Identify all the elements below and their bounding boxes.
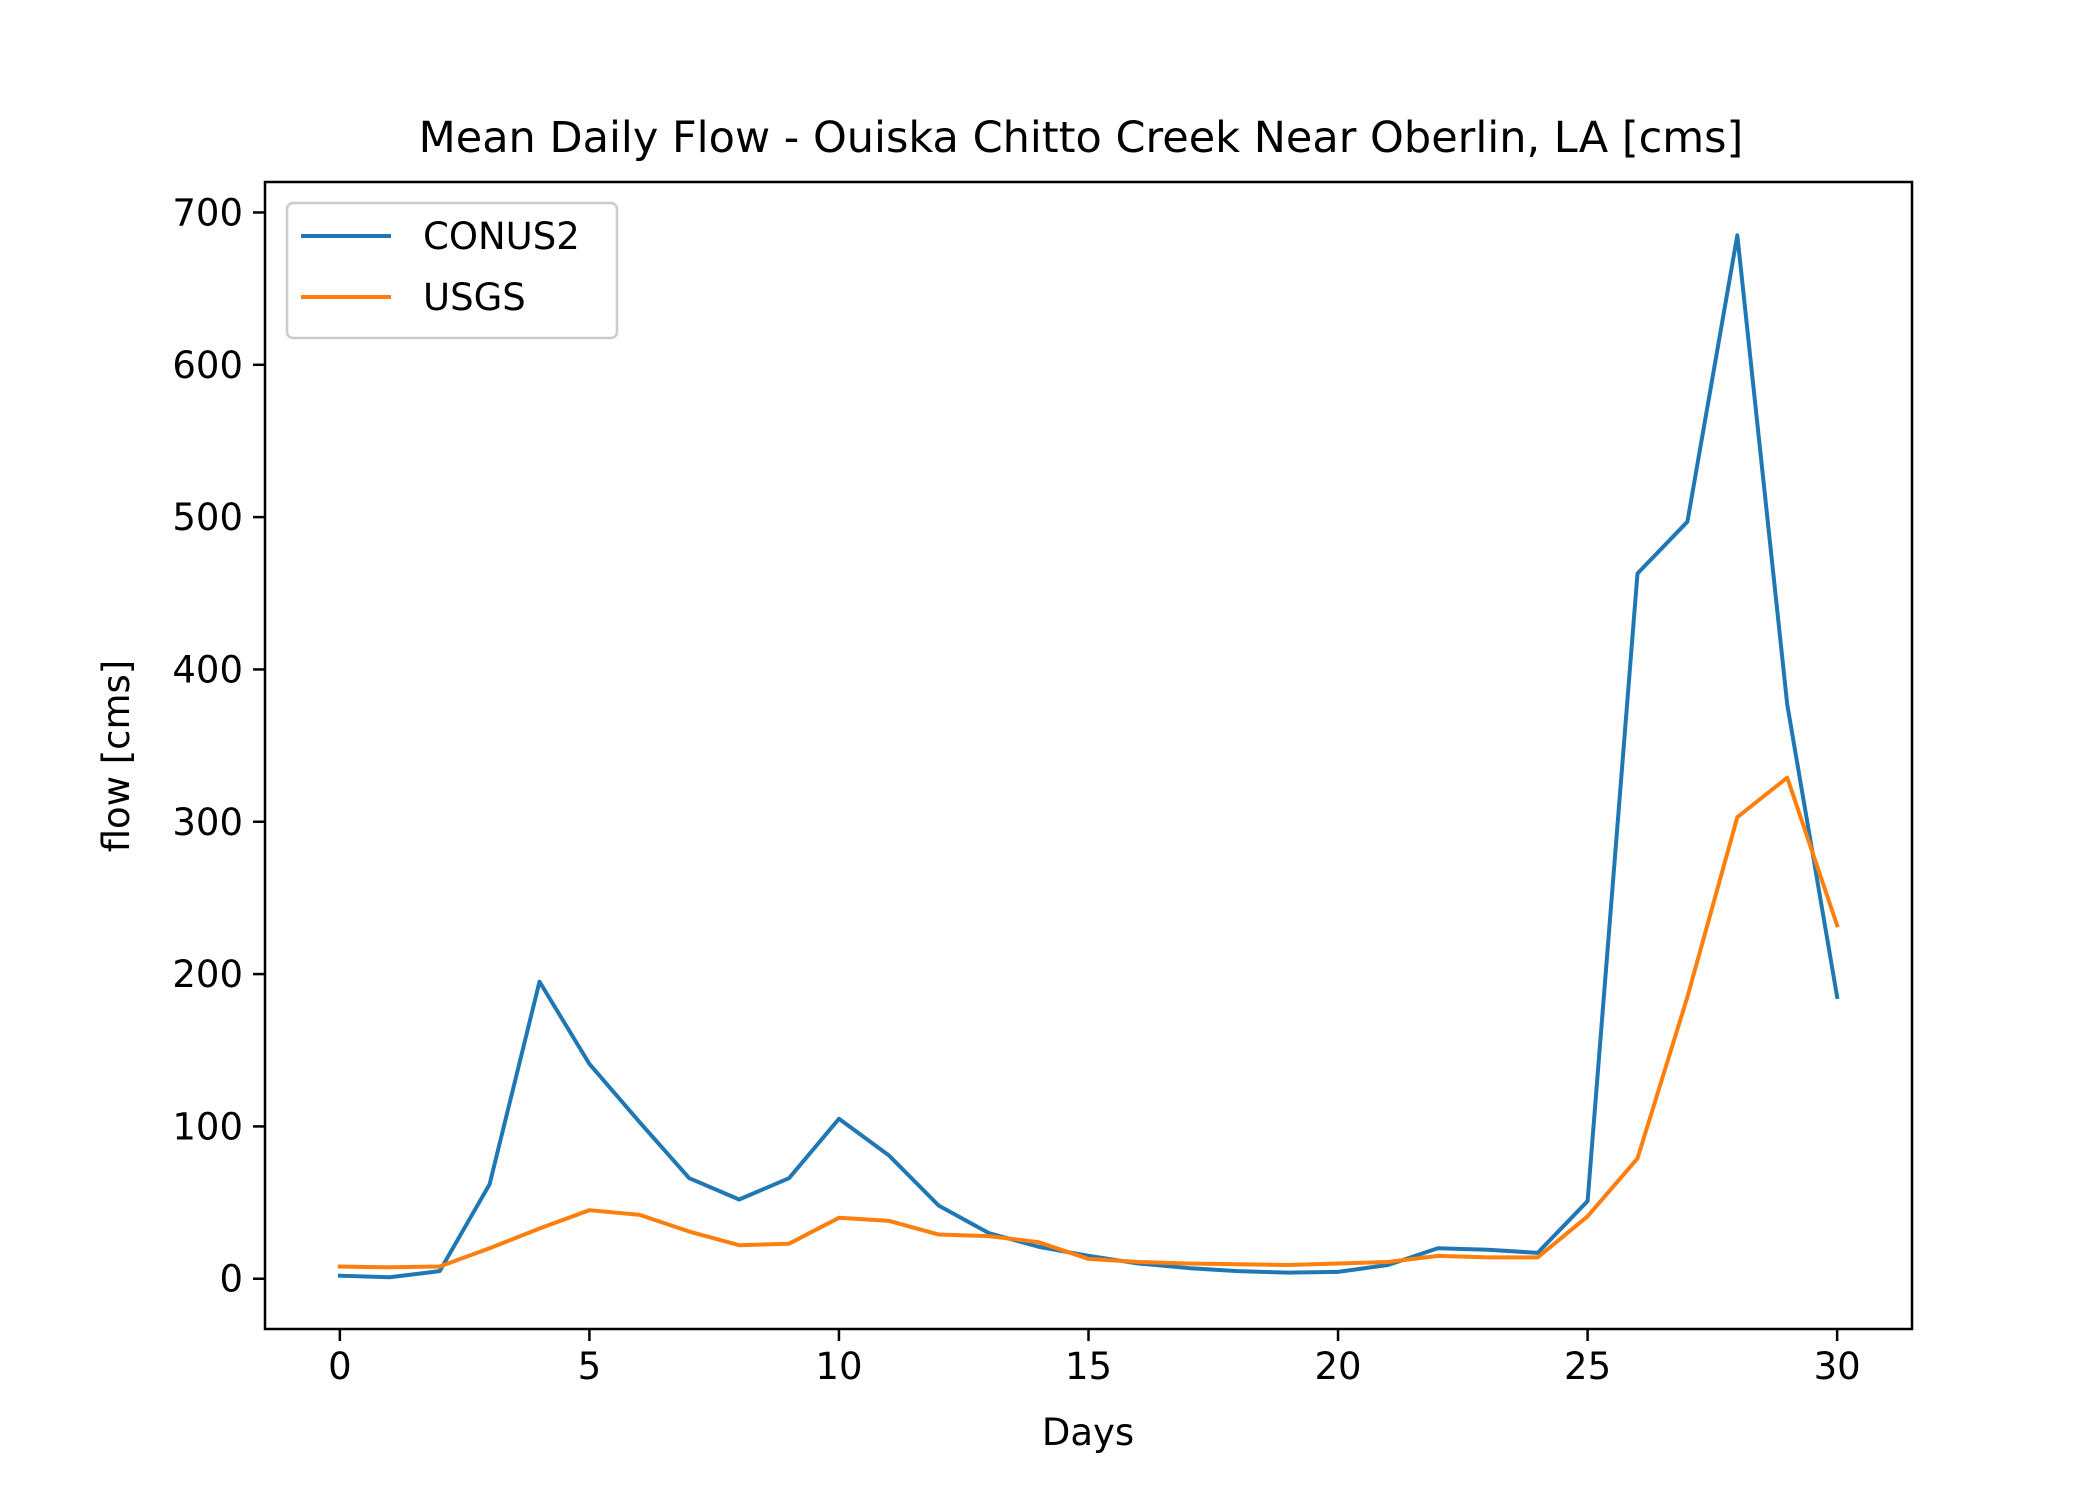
y-tick-label: 100	[172, 1105, 243, 1148]
legend-label-conus2: CONUS2	[423, 215, 580, 258]
x-tick-label: 30	[1814, 1345, 1861, 1388]
x-tick-label: 0	[328, 1345, 352, 1388]
series-line-conus2	[337, 233, 1840, 1280]
y-tick-label: 400	[172, 648, 243, 691]
y-tick-label: 600	[172, 344, 243, 387]
legend: CONUS2 USGS	[285, 201, 619, 340]
y-tick-label: 300	[172, 801, 243, 844]
y-tick-label: 500	[172, 496, 243, 539]
x-tick-label: 25	[1564, 1345, 1611, 1388]
x-tick-label: 10	[815, 1345, 862, 1388]
x-tick-label: 5	[578, 1345, 602, 1388]
y-axis-label: flow [cms]	[95, 660, 138, 853]
x-tick-label: 20	[1314, 1345, 1361, 1388]
y-tick-label: 700	[172, 191, 243, 234]
chart-title: Mean Daily Flow - Ouiska Chitto Creek Ne…	[419, 113, 1744, 163]
y-axis: 0 100 200 300 400 500 600 700	[172, 191, 265, 1301]
x-axis-label: Days	[1042, 1411, 1134, 1454]
series-line-usgs	[337, 775, 1840, 1270]
y-tick-label: 200	[172, 953, 243, 996]
y-tick-label: 0	[219, 1258, 243, 1301]
legend-label-usgs: USGS	[423, 276, 526, 319]
x-tick-label: 15	[1065, 1345, 1112, 1388]
series-layer	[337, 233, 1840, 1280]
x-axis: 0 5 10 15 20 25 30	[328, 1329, 1861, 1388]
